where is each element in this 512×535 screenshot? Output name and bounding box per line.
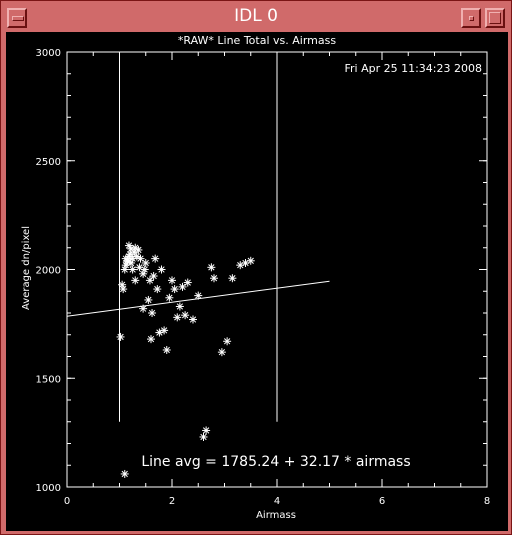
x-tick-label: 0 bbox=[64, 496, 70, 507]
x-tick-label: 6 bbox=[379, 496, 385, 507]
data-point bbox=[134, 245, 143, 254]
data-point bbox=[118, 280, 127, 289]
data-point bbox=[123, 257, 132, 266]
data-point bbox=[131, 276, 140, 285]
x-axis-label: Airmass bbox=[256, 510, 296, 521]
data-point bbox=[168, 276, 176, 285]
data-point bbox=[147, 335, 155, 344]
data-point bbox=[128, 265, 137, 274]
data-point bbox=[120, 469, 129, 478]
data-point bbox=[148, 309, 157, 317]
data-point bbox=[194, 291, 203, 300]
timestamp: Fri Apr 25 11:34:23 2008 bbox=[344, 62, 482, 75]
title-bar[interactable]: IDL 0 bbox=[3, 3, 509, 31]
y-tick-label: 1500 bbox=[36, 374, 61, 385]
data-point bbox=[162, 345, 171, 354]
data-point bbox=[210, 274, 218, 283]
y-tick-label: 1000 bbox=[36, 483, 61, 494]
data-point bbox=[170, 285, 179, 294]
data-point bbox=[207, 263, 216, 272]
y-tick-label: 2500 bbox=[36, 157, 61, 168]
data-point bbox=[149, 272, 158, 281]
x-tick-label: 2 bbox=[169, 496, 175, 507]
data-point bbox=[173, 313, 182, 322]
data-point bbox=[223, 337, 232, 346]
data-point bbox=[124, 241, 133, 250]
data-point bbox=[136, 254, 145, 263]
data-point bbox=[116, 332, 125, 341]
data-point bbox=[141, 258, 150, 267]
data-point bbox=[151, 254, 160, 263]
data-point bbox=[175, 302, 184, 311]
data-point bbox=[157, 265, 166, 274]
chart-title: *RAW* Line Total vs. Airmass bbox=[178, 34, 336, 47]
x-tick-label: 4 bbox=[274, 496, 280, 507]
data-point bbox=[144, 295, 153, 304]
data-point bbox=[160, 326, 169, 335]
data-point bbox=[139, 304, 148, 313]
plot-area: *RAW* Line Total vs. Airmass Fri Apr 25 … bbox=[6, 32, 508, 531]
window-title: IDL 0 bbox=[234, 6, 278, 26]
data-point bbox=[246, 256, 255, 265]
maximize-icon[interactable] bbox=[485, 8, 505, 28]
data-point bbox=[178, 282, 187, 291]
data-point bbox=[217, 348, 226, 357]
window-menu-icon[interactable] bbox=[7, 8, 27, 28]
data-point bbox=[140, 265, 149, 274]
data-point bbox=[181, 311, 190, 320]
data-point bbox=[153, 285, 162, 294]
data-point bbox=[183, 278, 192, 287]
y-tick-label: 3000 bbox=[36, 48, 61, 59]
data-point bbox=[228, 274, 237, 283]
data-point bbox=[165, 293, 174, 302]
y-tick-label: 2000 bbox=[36, 266, 61, 277]
data-point bbox=[202, 426, 211, 435]
data-point bbox=[241, 258, 250, 267]
x-tick-label: 8 bbox=[484, 496, 490, 507]
data-point bbox=[199, 432, 208, 441]
minimize-icon[interactable] bbox=[461, 8, 481, 28]
data-point bbox=[189, 315, 197, 324]
fit-annotation: Line avg = 1785.24 + 32.17 * airmass bbox=[141, 454, 410, 470]
scatter-chart: *RAW* Line Total vs. Airmass Fri Apr 25 … bbox=[21, 34, 490, 521]
y-axis-label: Average dn/pixel bbox=[21, 226, 32, 310]
